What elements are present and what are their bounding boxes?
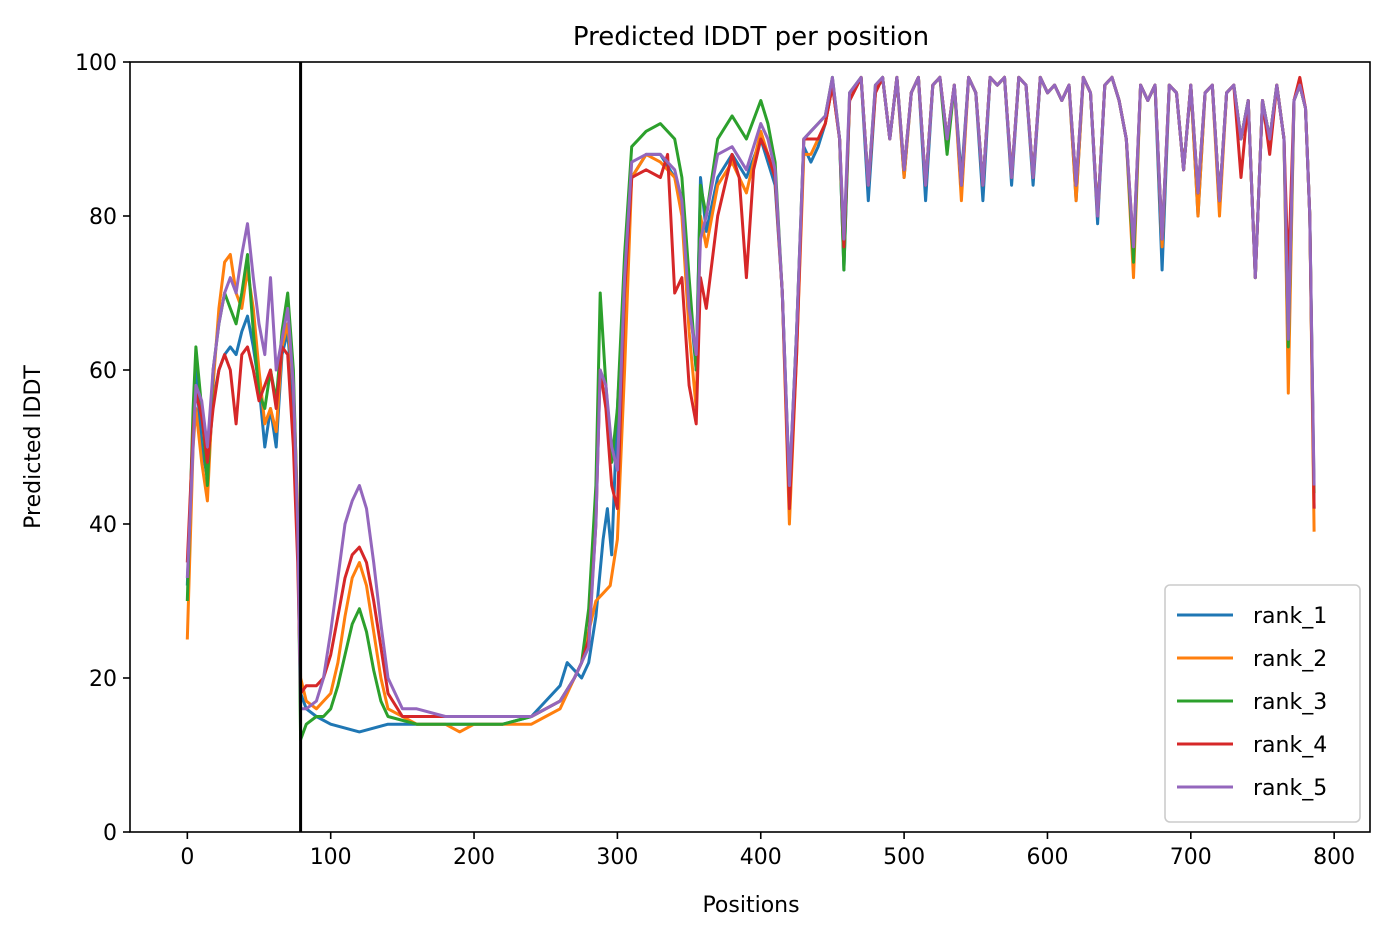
axes-layer: [129, 61, 1371, 833]
x-tick-label: 300: [596, 845, 638, 870]
legend-label-rank_4: rank_4: [1253, 733, 1327, 758]
y-tick-label: 20: [89, 667, 117, 692]
x-tick-label: 700: [1170, 845, 1212, 870]
series-layer: [185, 75, 1316, 742]
y-tick-label: 100: [75, 51, 117, 76]
x-tick-label: 0: [180, 845, 194, 870]
legend-label-rank_1: rank_1: [1253, 604, 1327, 629]
legend-label-rank_3: rank_3: [1253, 690, 1327, 715]
x-axis-label: Positions: [702, 893, 799, 918]
x-tick-label: 800: [1313, 845, 1355, 870]
legend-label-rank_5: rank_5: [1253, 776, 1327, 801]
y-tick-label: 60: [89, 359, 117, 384]
ticks-layer: 0 100 200 300 400 500 600 700 800 0 20 40 60 80 100: [75, 51, 1355, 870]
y-tick-label: 40: [89, 513, 117, 538]
legend-box: [1164, 584, 1361, 823]
x-tick-label: 100: [310, 845, 352, 870]
y-tick-label: 0: [103, 821, 117, 846]
legend-label-rank_2: rank_2: [1253, 647, 1327, 672]
x-tick-label: 500: [883, 845, 925, 870]
x-tick-label: 400: [740, 845, 782, 870]
x-tick-label: 600: [1026, 845, 1068, 870]
plot-frame: [129, 61, 1371, 833]
legend: rank_1 rank_2 rank_3 rank_4 rank_5: [1164, 584, 1361, 823]
x-tick-label: 200: [453, 845, 495, 870]
series-line-rank_5: [185, 75, 1316, 718]
y-axis-label: Predicted lDDT: [21, 365, 46, 529]
chart-title: Predicted lDDT per position: [573, 22, 929, 52]
y-tick-label: 80: [89, 205, 117, 230]
